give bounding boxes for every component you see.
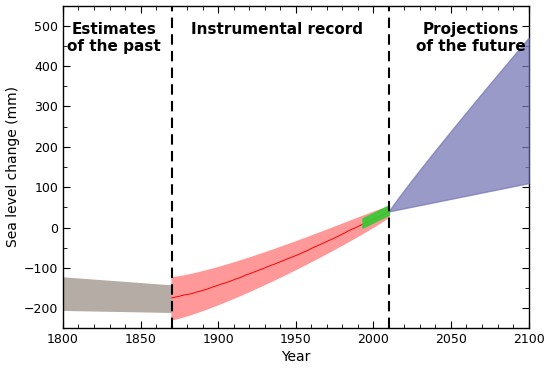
Text: Estimates
of the past: Estimates of the past bbox=[67, 22, 161, 54]
Text: Projections
of the future: Projections of the future bbox=[416, 22, 526, 54]
Text: Instrumental record: Instrumental record bbox=[191, 22, 363, 37]
Polygon shape bbox=[63, 278, 172, 312]
X-axis label: Year: Year bbox=[281, 350, 310, 364]
Y-axis label: Sea level change (mm): Sea level change (mm) bbox=[6, 87, 20, 248]
